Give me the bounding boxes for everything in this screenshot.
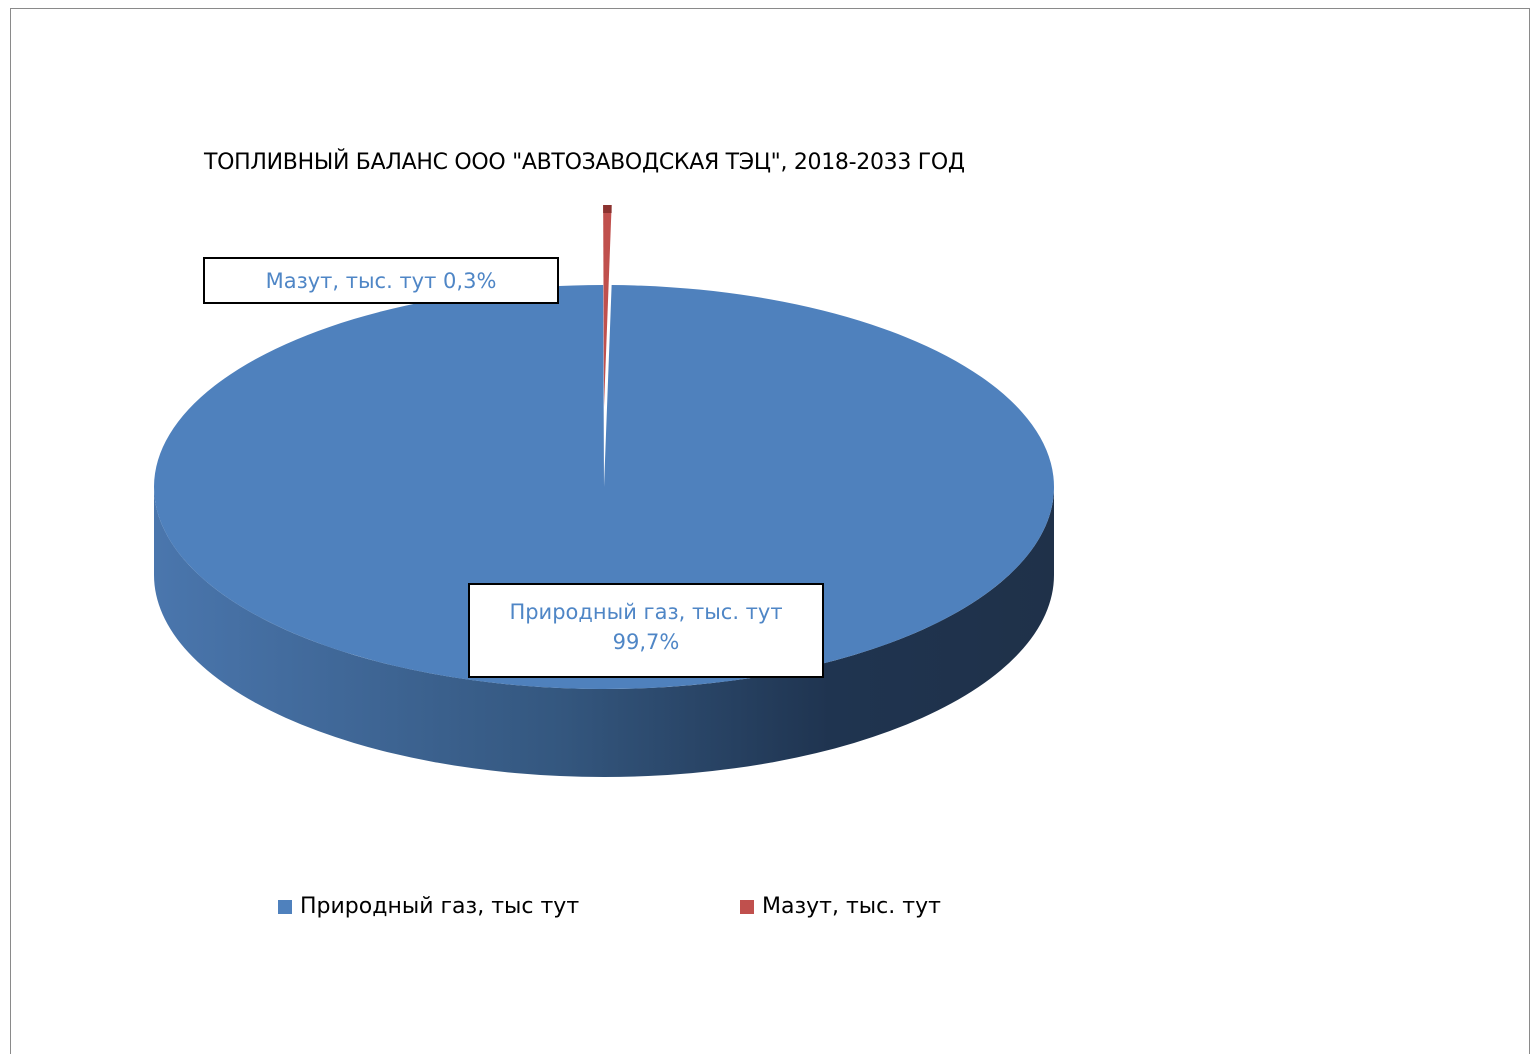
data-label-mazut-value: 0,3% (443, 269, 497, 293)
legend-swatch-mazut (740, 899, 754, 914)
data-label-gas-name: Природный газ, тыс. тут (509, 600, 783, 624)
data-label-gas: Природный газ, тыс. тут 99,7% (468, 583, 824, 678)
data-label-mazut-name: Мазут, тыс. тут (265, 269, 437, 293)
legend-swatch-gas (278, 899, 292, 914)
legend-label-gas: Природный газ, тыс тут (300, 894, 580, 919)
chart-title: ТОПЛИВНЫЙ БАЛАНС ООО "АВТОЗАВОДСКАЯ ТЭЦ"… (204, 150, 965, 175)
pie-slice-side-mazut (603, 205, 612, 214)
pie-slice-mazut (603, 205, 612, 407)
data-label-mazut: Мазут, тыс. тут 0,3% (203, 257, 559, 304)
pie-slice-side-gas (154, 487, 1054, 777)
legend-item-gas: Природный газ, тыс тут (278, 894, 579, 919)
pie-slice-gas (154, 285, 1055, 689)
legend-label-mazut: Мазут, тыс. тут (762, 894, 941, 919)
legend-item-mazut: Мазут, тыс. тут (740, 894, 941, 919)
data-label-gas-value: 99,7% (612, 630, 680, 654)
